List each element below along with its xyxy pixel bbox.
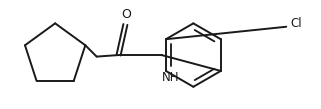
Text: NH: NH [161, 71, 179, 84]
Text: O: O [121, 8, 131, 21]
Text: Cl: Cl [291, 17, 302, 30]
